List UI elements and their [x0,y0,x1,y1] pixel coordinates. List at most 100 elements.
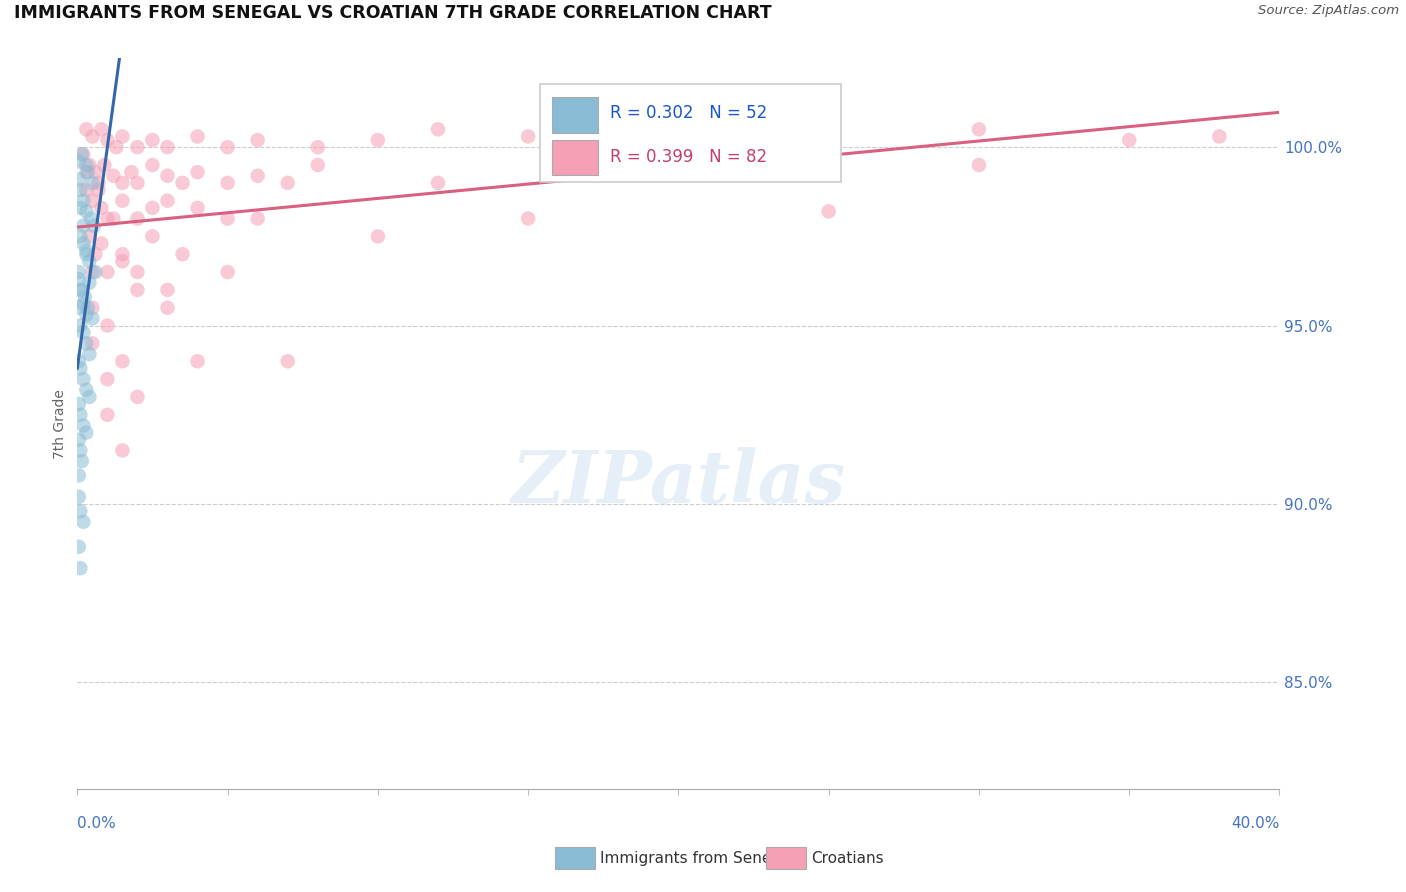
Text: 0.0%: 0.0% [77,816,117,831]
Point [96,211,118,226]
Point [79,347,101,361]
Point [72,147,94,161]
Text: 40.0%: 40.0% [1232,816,1279,831]
Point [82,194,104,208]
Point [76,301,98,315]
Point [90,201,112,215]
Point [72,194,94,208]
Point [120,165,142,179]
Point [75,165,97,179]
Point [127,265,149,279]
Point [72,236,94,251]
Point [367,133,389,147]
Point [127,140,149,154]
Point [156,194,179,208]
Text: Croatians: Croatians [811,851,884,865]
Point [67,272,90,286]
FancyBboxPatch shape [553,140,598,175]
Point [67,265,90,279]
Point [75,122,97,136]
Point [84,247,107,261]
Point [87,176,110,190]
Point [141,133,163,147]
Point [87,183,110,197]
Point [307,140,329,154]
Point [75,183,97,197]
Point [72,326,94,340]
Point [79,158,101,172]
Point [141,229,163,244]
Point [96,265,118,279]
Point [76,165,98,179]
FancyBboxPatch shape [540,84,841,182]
Point [72,372,94,386]
Point [156,283,179,297]
Point [82,265,104,279]
Point [69,504,91,518]
Point [72,418,94,433]
Point [111,354,134,368]
Point [96,318,118,333]
Point [1208,129,1230,144]
Point [367,229,389,244]
Point [246,169,269,183]
Point [80,211,103,226]
Point [217,140,239,154]
Point [69,229,91,244]
Point [69,183,91,197]
Point [111,443,134,458]
Point [67,468,90,483]
Point [67,354,90,368]
Point [96,133,118,147]
Point [69,283,91,297]
Point [127,283,149,297]
Point [111,254,134,268]
Point [67,154,90,169]
Point [83,219,105,233]
Text: ZIPatlas: ZIPatlas [512,447,845,517]
Point [246,211,269,226]
Point [105,140,128,154]
Y-axis label: 7th Grade: 7th Grade [53,389,67,458]
Point [93,158,115,172]
Point [217,176,239,190]
Point [668,133,690,147]
Point [817,122,839,136]
Point [141,158,163,172]
Point [75,244,97,258]
Point [90,236,112,251]
Point [111,247,134,261]
Point [75,158,97,172]
Point [187,354,209,368]
Point [187,165,209,179]
Point [141,201,163,215]
Point [246,133,269,147]
Point [187,201,209,215]
Point [517,211,540,226]
Point [1118,133,1140,147]
Point [70,147,93,161]
Point [75,336,97,351]
Point [69,318,91,333]
Point [75,383,97,397]
Point [307,158,329,172]
Point [111,194,134,208]
Point [156,169,179,183]
Point [69,201,91,215]
Point [79,229,101,244]
Point [69,408,91,422]
Point [668,169,690,183]
Point [69,561,91,575]
Point [607,140,630,154]
Point [172,176,194,190]
Point [72,297,94,311]
Point [70,454,93,468]
Point [111,129,134,144]
Text: R = 0.302   N = 52: R = 0.302 N = 52 [610,103,768,122]
Point [72,515,94,529]
Point [172,247,194,261]
Point [73,290,96,304]
Point [67,540,90,554]
Point [277,176,299,190]
Point [217,211,239,226]
